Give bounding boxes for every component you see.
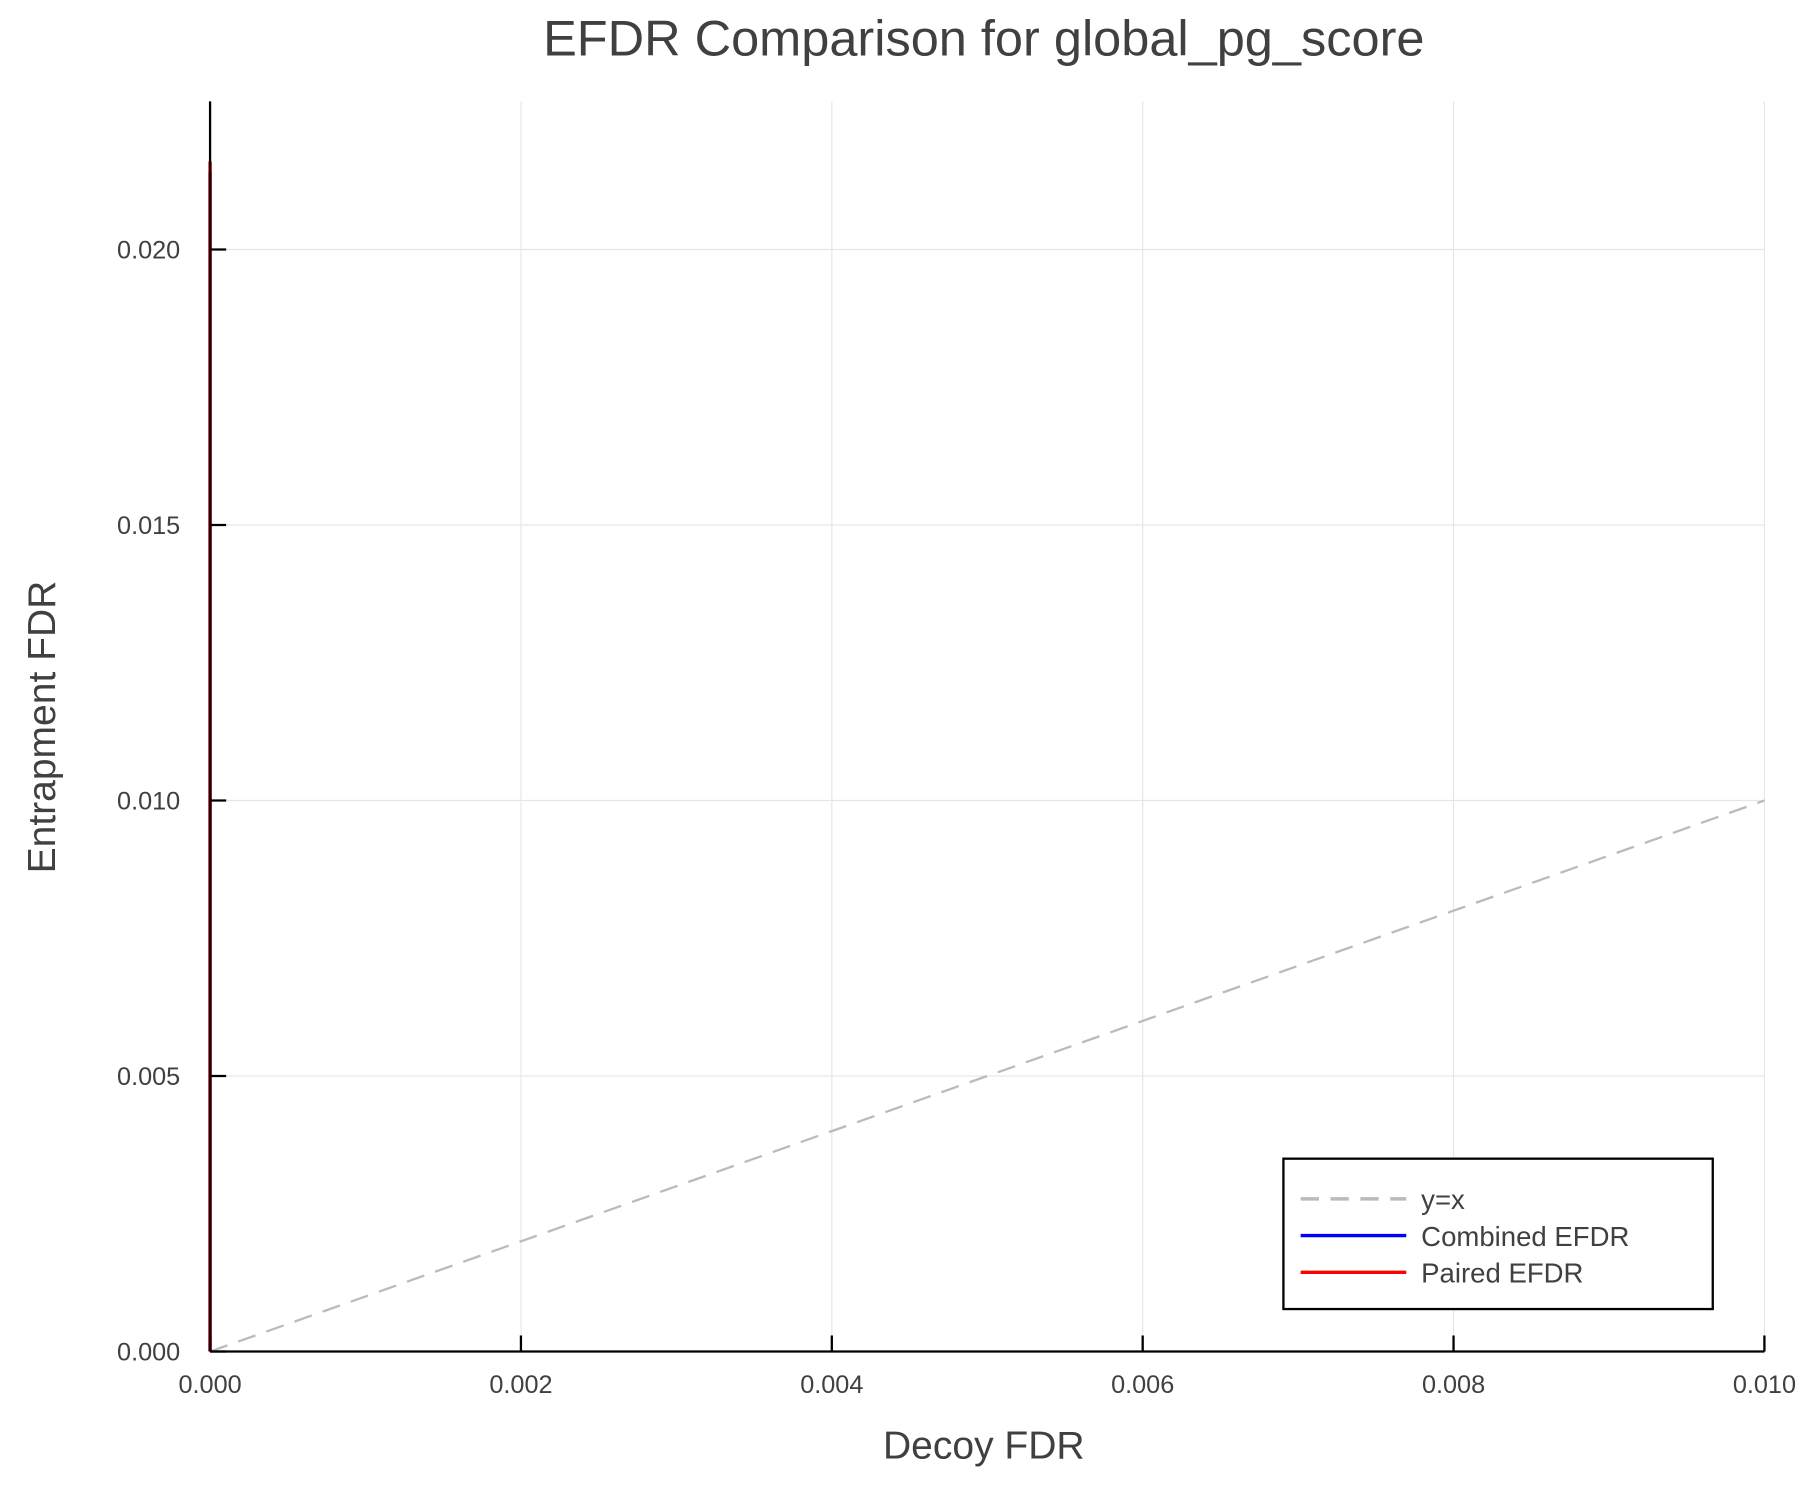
y-tick-label: 0.010 [117,788,180,816]
legend: y=x Combined EFDR Paired EFDR [1282,1157,1714,1311]
y-tick-label: 0.020 [117,237,180,265]
x-tick-label: 0.010 [1733,1371,1796,1399]
y-axis-label: Entrapment FDR [21,581,64,874]
x-tick-label: 0.006 [1111,1371,1174,1399]
ticks: 0.000 0.002 0.004 0.006 0.008 0.010 0.000 0.005… [117,237,1796,1399]
legend-label: Paired EFDR [1421,1258,1583,1289]
y-tick-label: 0.015 [117,512,180,540]
y-tick-label: 0.005 [117,1063,180,1091]
x-axis-label: Decoy FDR [883,1424,1085,1467]
x-tick-label: 0.002 [489,1371,552,1399]
x-tick-label: 0.008 [1422,1371,1485,1399]
chart-title: EFDR Comparison for global_pg_score [543,9,1424,66]
legend-label: y=x [1421,1184,1465,1215]
x-tick-label: 0.004 [800,1371,863,1399]
x-tick-label: 0.000 [178,1371,241,1399]
legend-label: Combined EFDR [1421,1221,1629,1252]
series-line-y-x [209,799,1765,1353]
y-tick-label: 0.000 [117,1339,180,1367]
